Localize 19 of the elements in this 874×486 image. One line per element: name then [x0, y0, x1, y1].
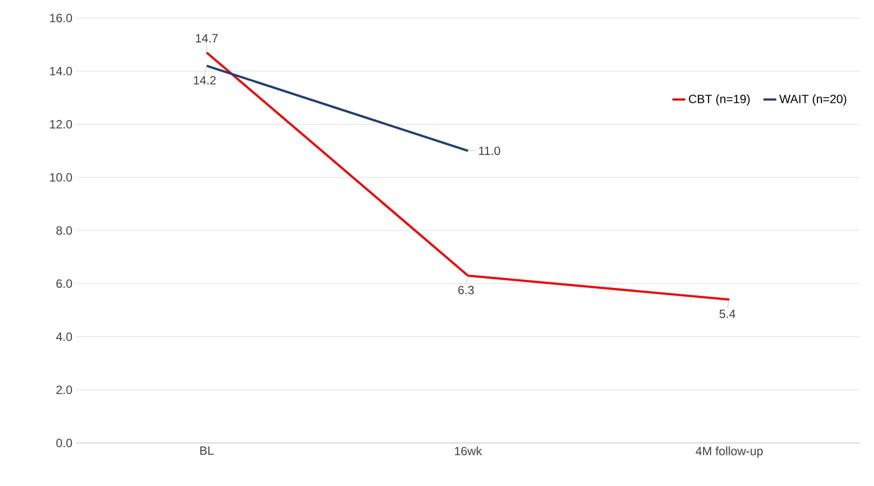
data-label: 14.7: [196, 34, 218, 42]
y-tick-label: 6.0: [56, 279, 72, 288]
y-tick-label: 2.0: [56, 386, 72, 394]
y-tick-label: 12.0: [50, 120, 72, 128]
legend-label: CBT (n=19): [688, 94, 750, 106]
y-tick-label: 4.0: [56, 332, 72, 341]
x-tick-label: BL: [200, 446, 214, 455]
y-tick-label: 8.0: [56, 226, 72, 235]
data-label: 14.2: [194, 76, 216, 84]
y-tick-label: 0.0: [56, 438, 72, 448]
x-tick-label: 4M follow-up: [696, 446, 763, 458]
y-tick-label: 16.0: [50, 14, 72, 22]
data-label: 11.0: [479, 146, 500, 156]
legend-label: WAIT (n=20): [779, 94, 846, 106]
y-tick-label: 10.0: [50, 173, 72, 182]
x-tick-label: 16wk: [454, 446, 482, 456]
y-tick-label: 14.0: [50, 66, 72, 76]
data-label: 6.3: [458, 286, 474, 294]
data-label: 5.4: [720, 310, 736, 318]
